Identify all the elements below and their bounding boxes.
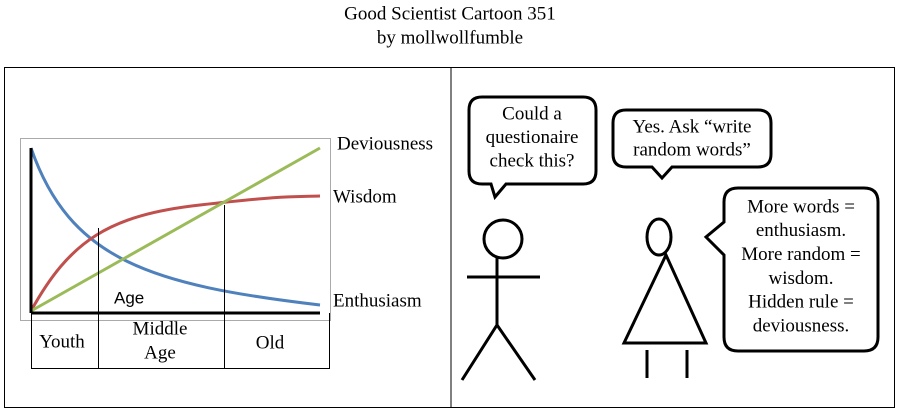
left-panel: Deviousness Wisdom Enthusiasm Age Youth … — [20, 133, 433, 369]
chart-box — [20, 138, 331, 321]
bubble-line: random words” — [633, 139, 751, 160]
speech-bubble — [611, 108, 773, 181]
title: Good Scientist Cartoon 351 — [344, 3, 556, 24]
bubble-line: deviousness. — [753, 315, 850, 336]
stick-figure-legs — [460, 322, 537, 381]
bubble-line: enthusiasm. — [756, 220, 846, 241]
bubble-line: Yes. Ask “write — [633, 116, 752, 137]
stage-label: Age — [144, 342, 176, 363]
axis-label: Age — [114, 288, 144, 307]
frame — [4, 67, 895, 408]
bubble-line: wisdom. — [769, 268, 834, 289]
byline: by mollwollfumble — [377, 27, 523, 48]
stick-figure-head — [482, 218, 524, 260]
stage-label: Youth — [39, 331, 85, 352]
bubble-line: More words = — [747, 196, 855, 217]
right-panel — [460, 95, 880, 381]
stage-label: Old — [256, 332, 285, 353]
bubble-line: Hidden rule = — [748, 292, 854, 313]
bubble-line: check this? — [490, 150, 575, 171]
curve-label: Deviousness — [337, 133, 433, 154]
bubble-line: questionaire — [486, 127, 579, 148]
wisdom-curve — [29, 194, 321, 312]
curve-label: Enthusiasm — [333, 290, 422, 311]
curve-label: Wisdom — [333, 186, 397, 207]
speech-bubble — [703, 186, 880, 353]
enthusiasm-curve — [29, 147, 321, 307]
stage-label: Middle — [133, 318, 188, 339]
stick-figure-dress — [621, 251, 709, 345]
speech-bubble — [467, 95, 598, 201]
deviousness-line — [30, 146, 321, 313]
bubble-line: Could a — [502, 103, 562, 124]
stick-figure-head — [645, 217, 673, 257]
bubble-line: More random = — [741, 244, 860, 265]
